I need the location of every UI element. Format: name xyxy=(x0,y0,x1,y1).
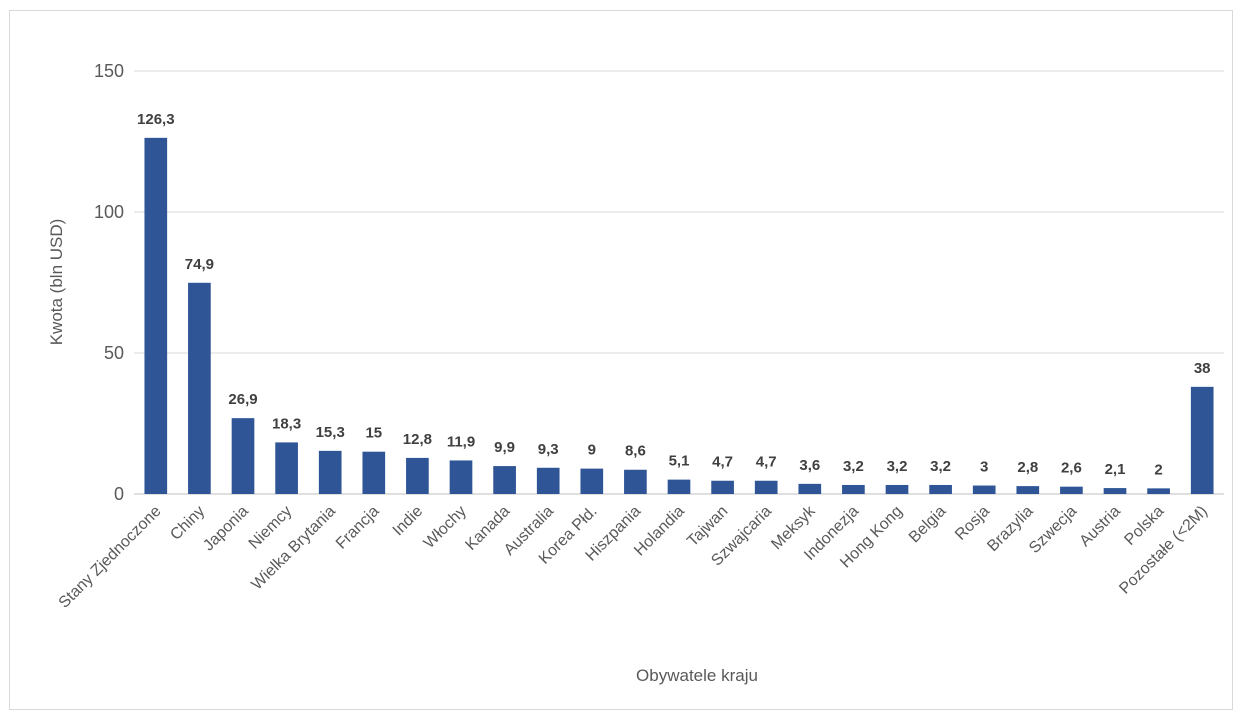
data-label: 9 xyxy=(588,442,596,459)
bar xyxy=(754,480,778,494)
data-label: 4,7 xyxy=(756,454,777,471)
data-label: 11,9 xyxy=(447,433,475,450)
bars xyxy=(144,137,1214,495)
bar xyxy=(144,137,168,495)
data-label: 2 xyxy=(1154,461,1162,478)
bar xyxy=(885,484,909,494)
data-label: 3,2 xyxy=(930,458,951,475)
bar xyxy=(188,282,211,494)
y-axis-title: Kwota (bln USD) xyxy=(47,219,66,346)
data-label: 38 xyxy=(1194,360,1211,377)
data-label: 3,2 xyxy=(887,458,908,475)
category-label: Włochy xyxy=(421,503,470,552)
category-label: Indie xyxy=(390,503,427,540)
category-label: Austria xyxy=(1077,503,1124,550)
category-label: Szwecja xyxy=(1026,503,1080,557)
data-label: 9,3 xyxy=(538,441,559,458)
bar xyxy=(231,418,255,494)
data-label: 2,1 xyxy=(1105,461,1126,478)
bar xyxy=(798,483,822,494)
data-label: 126,3 xyxy=(137,111,175,128)
data-label: 2,6 xyxy=(1061,460,1082,477)
bar xyxy=(1147,488,1170,494)
bar xyxy=(275,442,298,494)
data-labels: 126,3 74,9 26,9 18,3 15,3 15 12,8 11,9 9,9 9,3 9 8,… xyxy=(137,111,1211,479)
bar xyxy=(406,457,429,494)
bar xyxy=(536,467,560,494)
data-label: 15,3 xyxy=(316,424,345,441)
bar xyxy=(667,479,691,494)
data-label: 26,9 xyxy=(228,391,257,408)
bar xyxy=(362,451,386,494)
y-tick-label: 50 xyxy=(104,343,124,363)
data-label: 5,1 xyxy=(669,453,690,470)
chart-frame: 0 50 100 150 126,3 74,9 26,9 18,3 15,3 15 12,8 11,… xyxy=(9,10,1233,710)
y-axis-ticks: 0 50 100 150 xyxy=(94,61,124,504)
category-label: Rosja xyxy=(952,503,993,544)
bar xyxy=(493,466,516,494)
bar xyxy=(580,468,604,494)
category-label: Francja xyxy=(333,503,383,553)
data-label: 12,8 xyxy=(403,431,432,448)
bar xyxy=(972,485,996,494)
category-label: Belgia xyxy=(906,503,950,547)
bar xyxy=(1060,486,1083,494)
bar xyxy=(318,450,342,494)
bar xyxy=(929,484,952,494)
bar-chart: 0 50 100 150 126,3 74,9 26,9 18,3 15,3 15 12,8 11,… xyxy=(47,61,1224,685)
bar xyxy=(1103,488,1127,494)
data-label: 74,9 xyxy=(185,256,214,273)
data-label: 9,9 xyxy=(494,439,515,456)
data-label: 3,2 xyxy=(843,458,864,475)
bar xyxy=(449,460,473,494)
bar xyxy=(842,484,865,494)
data-label: 18,3 xyxy=(272,415,301,432)
y-tick-label: 150 xyxy=(94,61,124,81)
data-label: 3 xyxy=(980,459,988,476)
bar xyxy=(711,480,734,494)
x-axis-categories: Stany Zjednoczone ChinyJaponiaNiemcyWielk… xyxy=(56,502,1211,612)
bar xyxy=(1016,486,1040,494)
x-axis-title: Obywatele kraju xyxy=(636,666,758,685)
bar xyxy=(1190,386,1214,494)
data-label: 3,6 xyxy=(799,457,820,474)
data-label: 8,6 xyxy=(625,443,646,460)
category-label: Chiny xyxy=(167,503,208,544)
data-label: 2,8 xyxy=(1017,459,1038,476)
y-tick-label: 0 xyxy=(114,484,124,504)
data-label: 4,7 xyxy=(712,454,733,471)
category-label: Japonia xyxy=(200,503,252,555)
y-tick-label: 100 xyxy=(94,202,124,222)
data-label: 15 xyxy=(365,425,382,442)
category-label: Stany Zjednoczone xyxy=(56,503,165,612)
bar xyxy=(624,469,647,494)
